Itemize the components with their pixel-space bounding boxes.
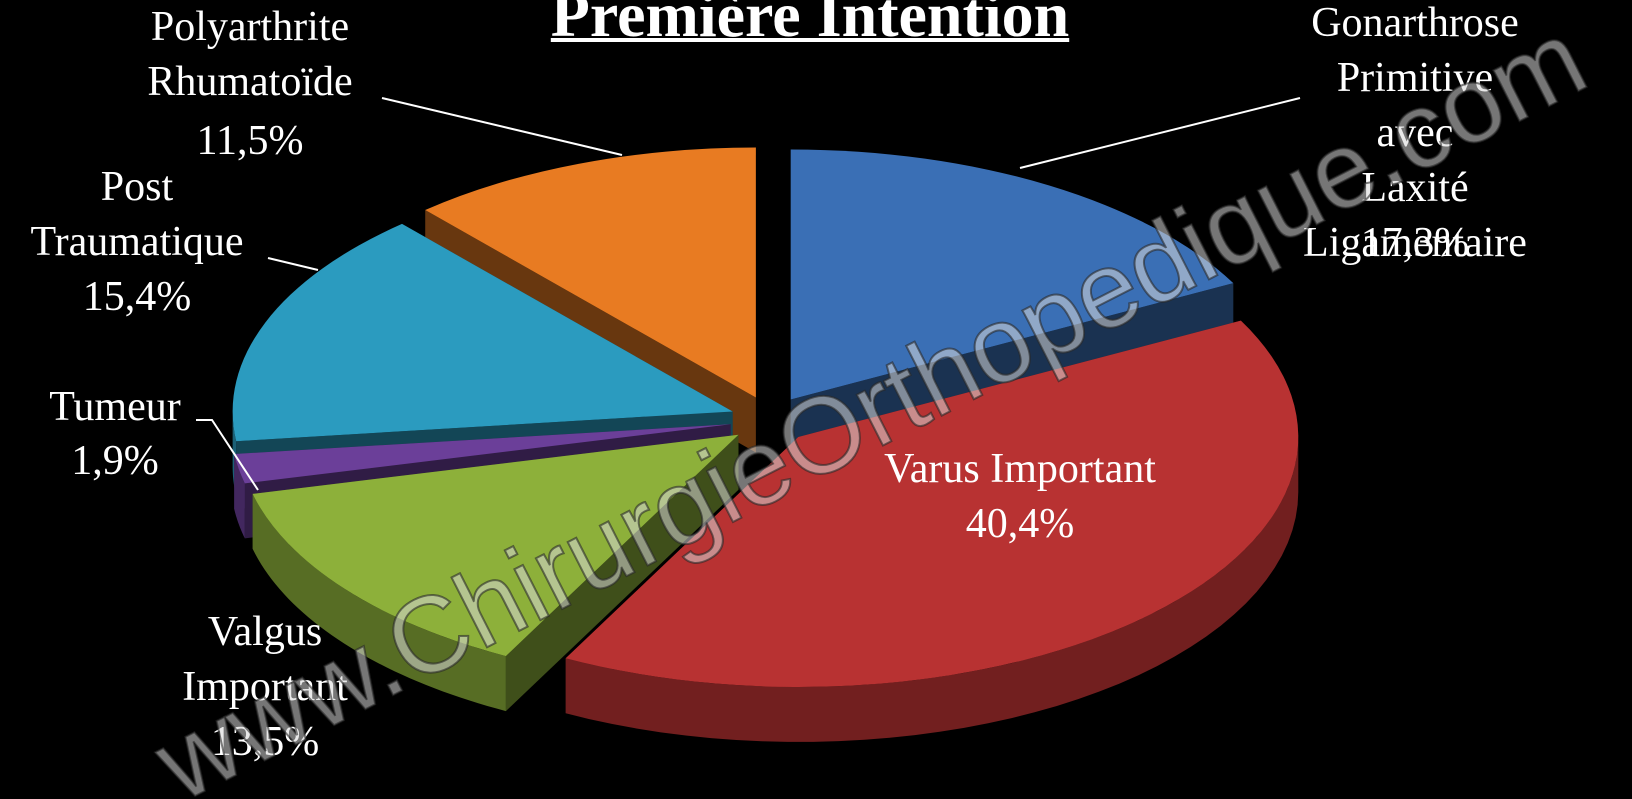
value-label: 1,9% [71, 438, 159, 484]
leader-lines [196, 97, 1301, 491]
slice [425, 147, 756, 398]
slice [252, 434, 739, 657]
slice-wall [234, 454, 245, 539]
leader-line [267, 257, 319, 271]
leader-line [196, 419, 259, 491]
chart-title: Première Intention [550, 0, 1070, 50]
slice [234, 424, 731, 484]
leader-line [381, 97, 623, 156]
slice [790, 149, 1234, 400]
slice-label: Tumeur [49, 384, 181, 430]
slice-wall [252, 493, 506, 712]
slice-wall [565, 436, 1299, 742]
slice-side [505, 434, 739, 712]
value-label: 17,3% [1360, 220, 1470, 266]
slice [565, 320, 1299, 687]
value-label: 15,4% [82, 274, 192, 320]
slice-label: Polyarthrite Rhumatoïde [147, 4, 353, 105]
pie [232, 147, 1299, 742]
slice-label: Gonarthrose Primitive avec Laxité Ligame… [1303, 0, 1527, 266]
slice-label: Valgus Important [182, 609, 348, 710]
slice [232, 223, 733, 442]
leader-line [1019, 97, 1301, 169]
value-label: 13,5% [210, 719, 320, 765]
value-label: 11,5% [196, 118, 304, 164]
slice-label: Varus Important [884, 446, 1156, 492]
slice-label: Post Traumatique [30, 164, 244, 265]
value-label: 40,4% [965, 501, 1075, 547]
